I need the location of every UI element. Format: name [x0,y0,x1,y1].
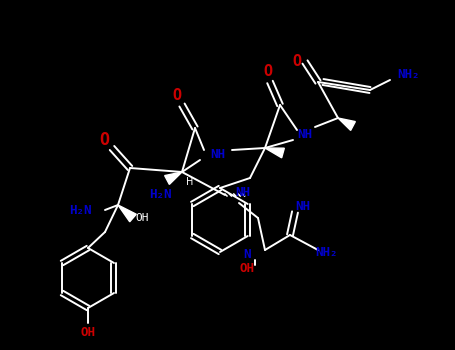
Polygon shape [165,172,182,184]
Text: OH: OH [239,261,254,274]
Text: NH₂: NH₂ [397,69,419,82]
Text: NH: NH [298,128,313,141]
Text: O: O [263,64,273,79]
Polygon shape [118,205,136,222]
Text: OH: OH [81,327,96,340]
Text: N: N [243,248,251,261]
Text: H₂N: H₂N [69,203,91,217]
Text: H₂N: H₂N [149,189,171,202]
Polygon shape [338,118,355,131]
Text: NH: NH [236,186,251,198]
Text: O: O [99,131,109,149]
Polygon shape [265,148,284,158]
Text: H: H [186,177,194,187]
Text: NH: NH [211,148,226,161]
Text: O: O [172,88,182,103]
Text: O: O [293,55,302,70]
Text: NH: NH [295,201,310,214]
Text: OH: OH [135,213,148,223]
Text: NH₂: NH₂ [315,245,337,259]
